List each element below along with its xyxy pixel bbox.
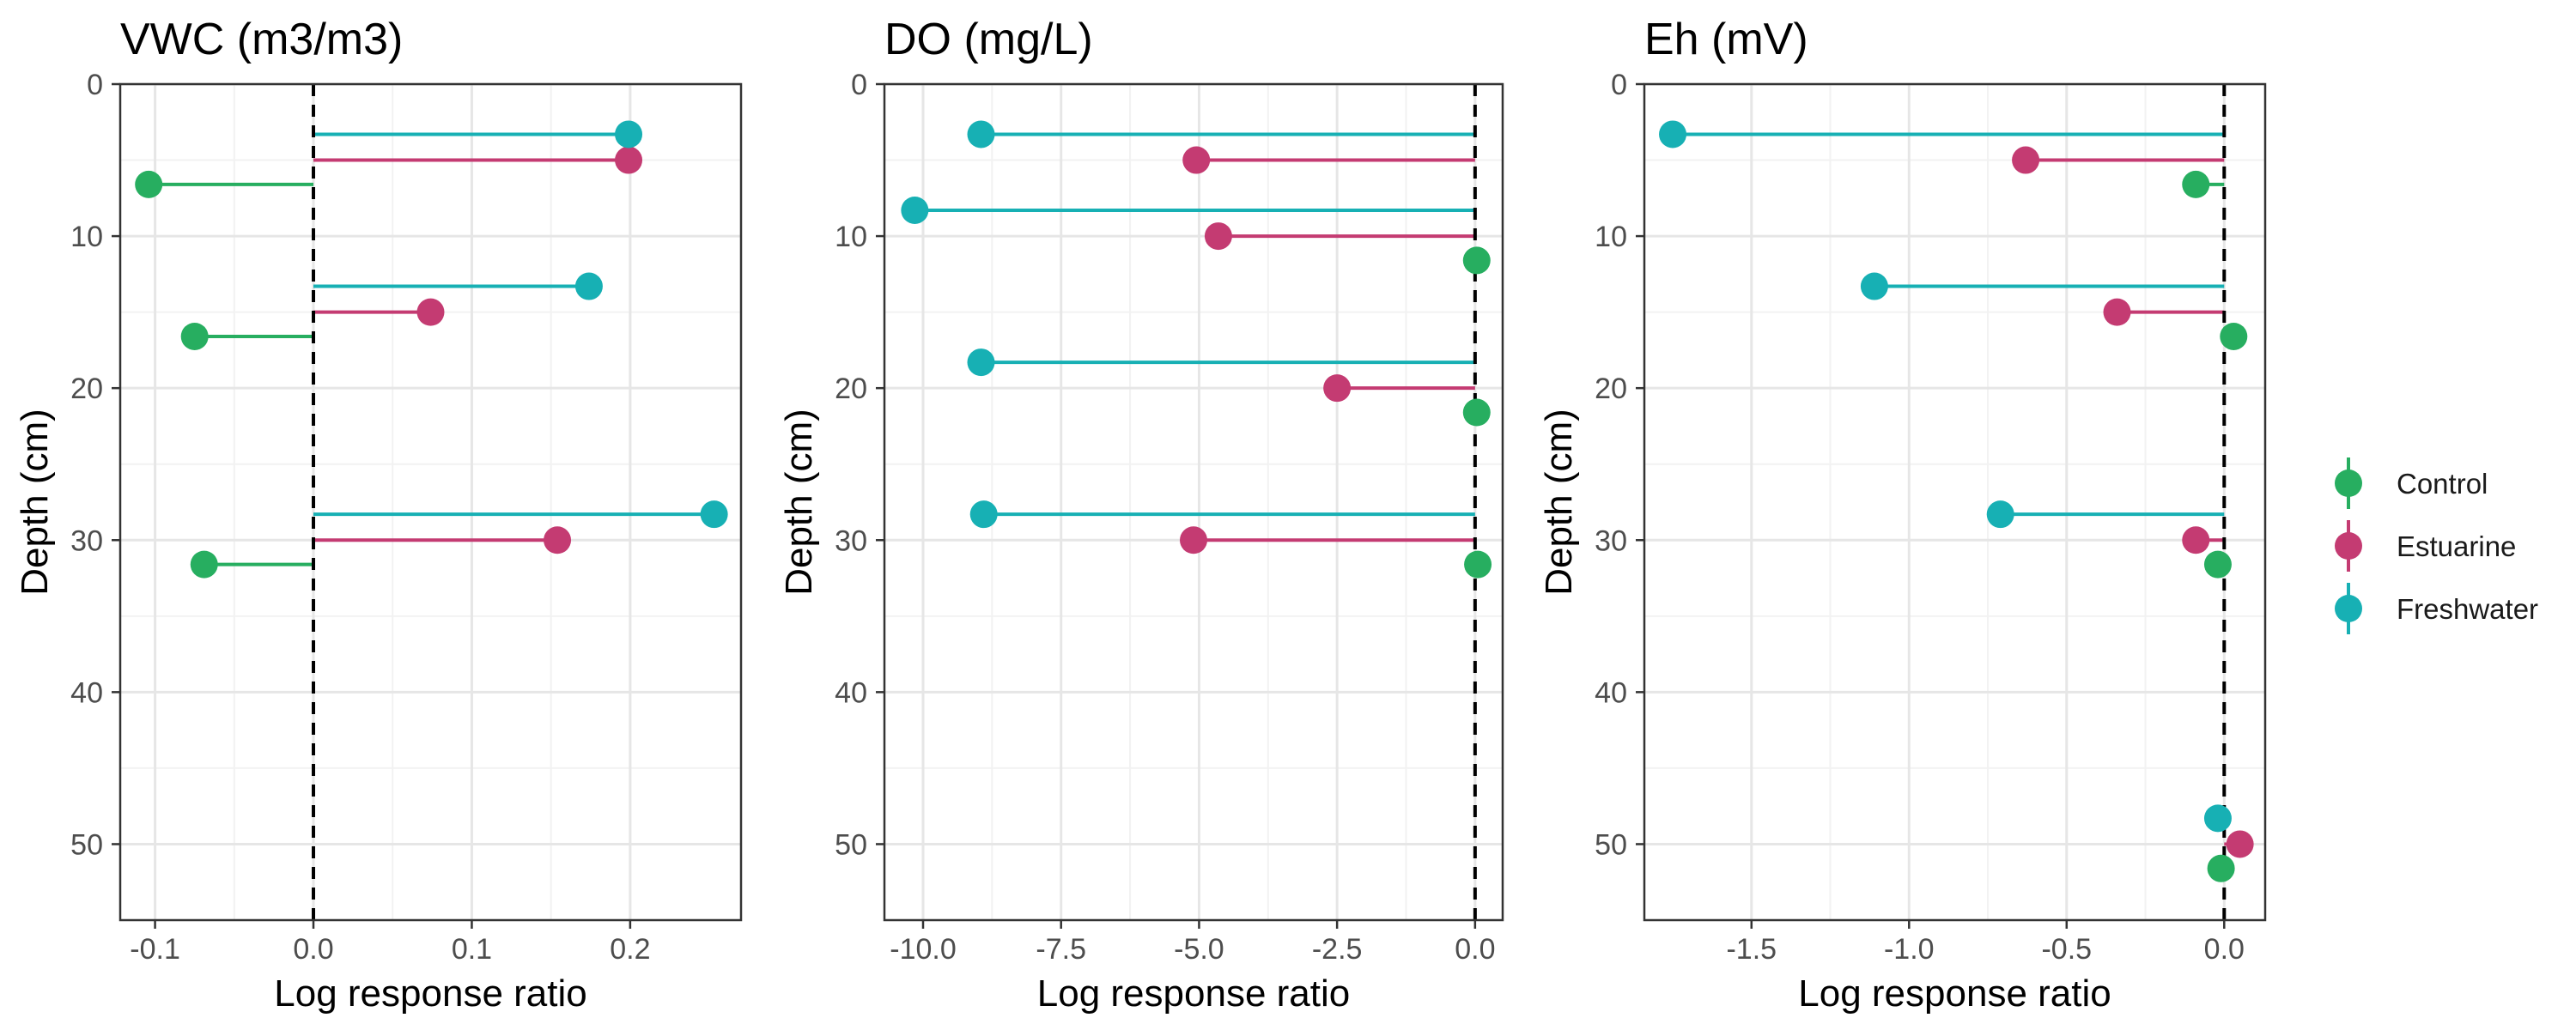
panel-border [118,82,743,922]
data-point-freshwater [967,120,995,148]
chart-panel-1: -0.1 0.0 0.1 0.2 0 10 20 30 40 50 VWC (m3/m3) Log r… [14,15,743,1015]
y-tick-label: 30 [835,524,867,557]
x-tick-label: 0.0 [1455,933,1495,966]
panel-border [883,82,1504,922]
data-point-freshwater [615,120,643,148]
data-point-estuarine [416,298,445,326]
x-tick-label: -10.0 [890,933,957,966]
x-tick-label: -0.1 [130,933,180,966]
plot-background [120,84,741,920]
data-point-control [2220,322,2248,350]
y-tick-label: 50 [70,828,103,861]
y-axis-title: Depth (cm) [778,409,820,596]
legend-item-control: Control [2335,457,2488,509]
data-point-estuarine [1180,526,1207,554]
y-tick-label: 50 [1595,828,1627,861]
data-point-estuarine [1323,374,1352,403]
legend-key-point [2335,470,2362,497]
y-tick-label: 10 [70,221,103,253]
data-point-freshwater [700,500,728,529]
y-tick-label: 30 [70,524,103,557]
chart-panel-2: -10.0 -7.5 -5.0 -2.5 0.0 0 10 20 30 40 50 DO (mg/L)… [778,15,1504,1015]
y-tick-label: 40 [1595,676,1627,709]
legend-label: Estuarine [2397,530,2516,562]
legend-key-point [2335,595,2362,622]
data-point-freshwater [1659,120,1687,148]
x-tick-label: -7.5 [1036,933,1086,966]
y-tick-label: 20 [70,373,103,405]
y-tick-label: 40 [835,676,867,709]
x-tick-label: -1.5 [1726,933,1777,966]
data-point-estuarine [2012,146,2040,174]
data-point-freshwater [901,196,929,224]
data-point-control [180,322,209,350]
data-point-freshwater [574,272,603,300]
x-tick-label: -2.5 [1312,933,1363,966]
legend-item-freshwater: Freshwater [2335,583,2538,634]
y-tick-label: 50 [835,828,867,861]
data-point-control [135,170,163,198]
x-tick-label: 0.1 [452,933,492,966]
panel-border [1643,82,2267,922]
y-tick-label: 30 [1595,524,1627,557]
data-point-estuarine [615,146,643,174]
data-point-control [190,550,218,579]
data-point-freshwater [969,500,998,529]
data-point-freshwater [1986,500,2014,529]
data-point-estuarine [2103,298,2131,326]
data-point-estuarine [2226,830,2254,858]
y-axis-title: Depth (cm) [1538,409,1580,596]
x-axis-title: Log response ratio [274,972,586,1015]
y-tick-label: 0 [851,69,867,101]
legend-label: Control [2397,468,2488,500]
y-tick-label: 20 [835,373,867,405]
y-axis-title: Depth (cm) [14,409,56,596]
data-point-estuarine [1182,146,1211,174]
y-tick-label: 10 [835,221,867,253]
data-point-freshwater [1860,272,1888,300]
data-point-control [1462,398,1491,427]
panel-title: VWC (m3/m3) [120,15,403,64]
y-tick-label: 40 [70,676,103,709]
data-point-control [2203,550,2232,579]
data-point-control [2182,170,2210,198]
x-axis-title: Log response ratio [1037,972,1350,1015]
data-point-estuarine [544,526,572,554]
x-tick-label: -5.0 [1174,933,1224,966]
x-tick-label: -0.5 [2041,933,2092,966]
data-point-estuarine [1204,222,1232,251]
data-point-control [1464,550,1492,579]
x-tick-label: 0.0 [293,933,333,966]
data-point-control [1462,246,1491,275]
plot-background [1644,84,2265,920]
x-axis-title: Log response ratio [1798,972,2111,1015]
data-point-freshwater [967,348,995,377]
y-tick-label: 10 [1595,221,1627,253]
x-tick-label: 0.2 [610,933,650,966]
panel-title: DO (mg/L) [884,15,1093,64]
x-tick-label: -1.0 [1884,933,1935,966]
legend-key-point [2335,532,2362,560]
legend-label: Freshwater [2397,593,2538,625]
legend-item-estuarine: Estuarine [2335,520,2516,572]
data-point-freshwater [2203,804,2232,833]
x-tick-label: 0.0 [2204,933,2245,966]
data-point-estuarine [2182,526,2210,554]
legend: Control Estuarine Freshwater [2335,457,2538,634]
y-tick-label: 20 [1595,373,1627,405]
panel-title: Eh (mV) [1644,15,1808,64]
y-tick-label: 0 [87,69,103,101]
data-point-control [2207,854,2235,882]
y-tick-label: 0 [1611,69,1627,101]
chart-panel-3: -1.5 -1.0 -0.5 0.0 0 10 20 30 40 50 Eh (mV) Log res… [1538,15,2267,1015]
